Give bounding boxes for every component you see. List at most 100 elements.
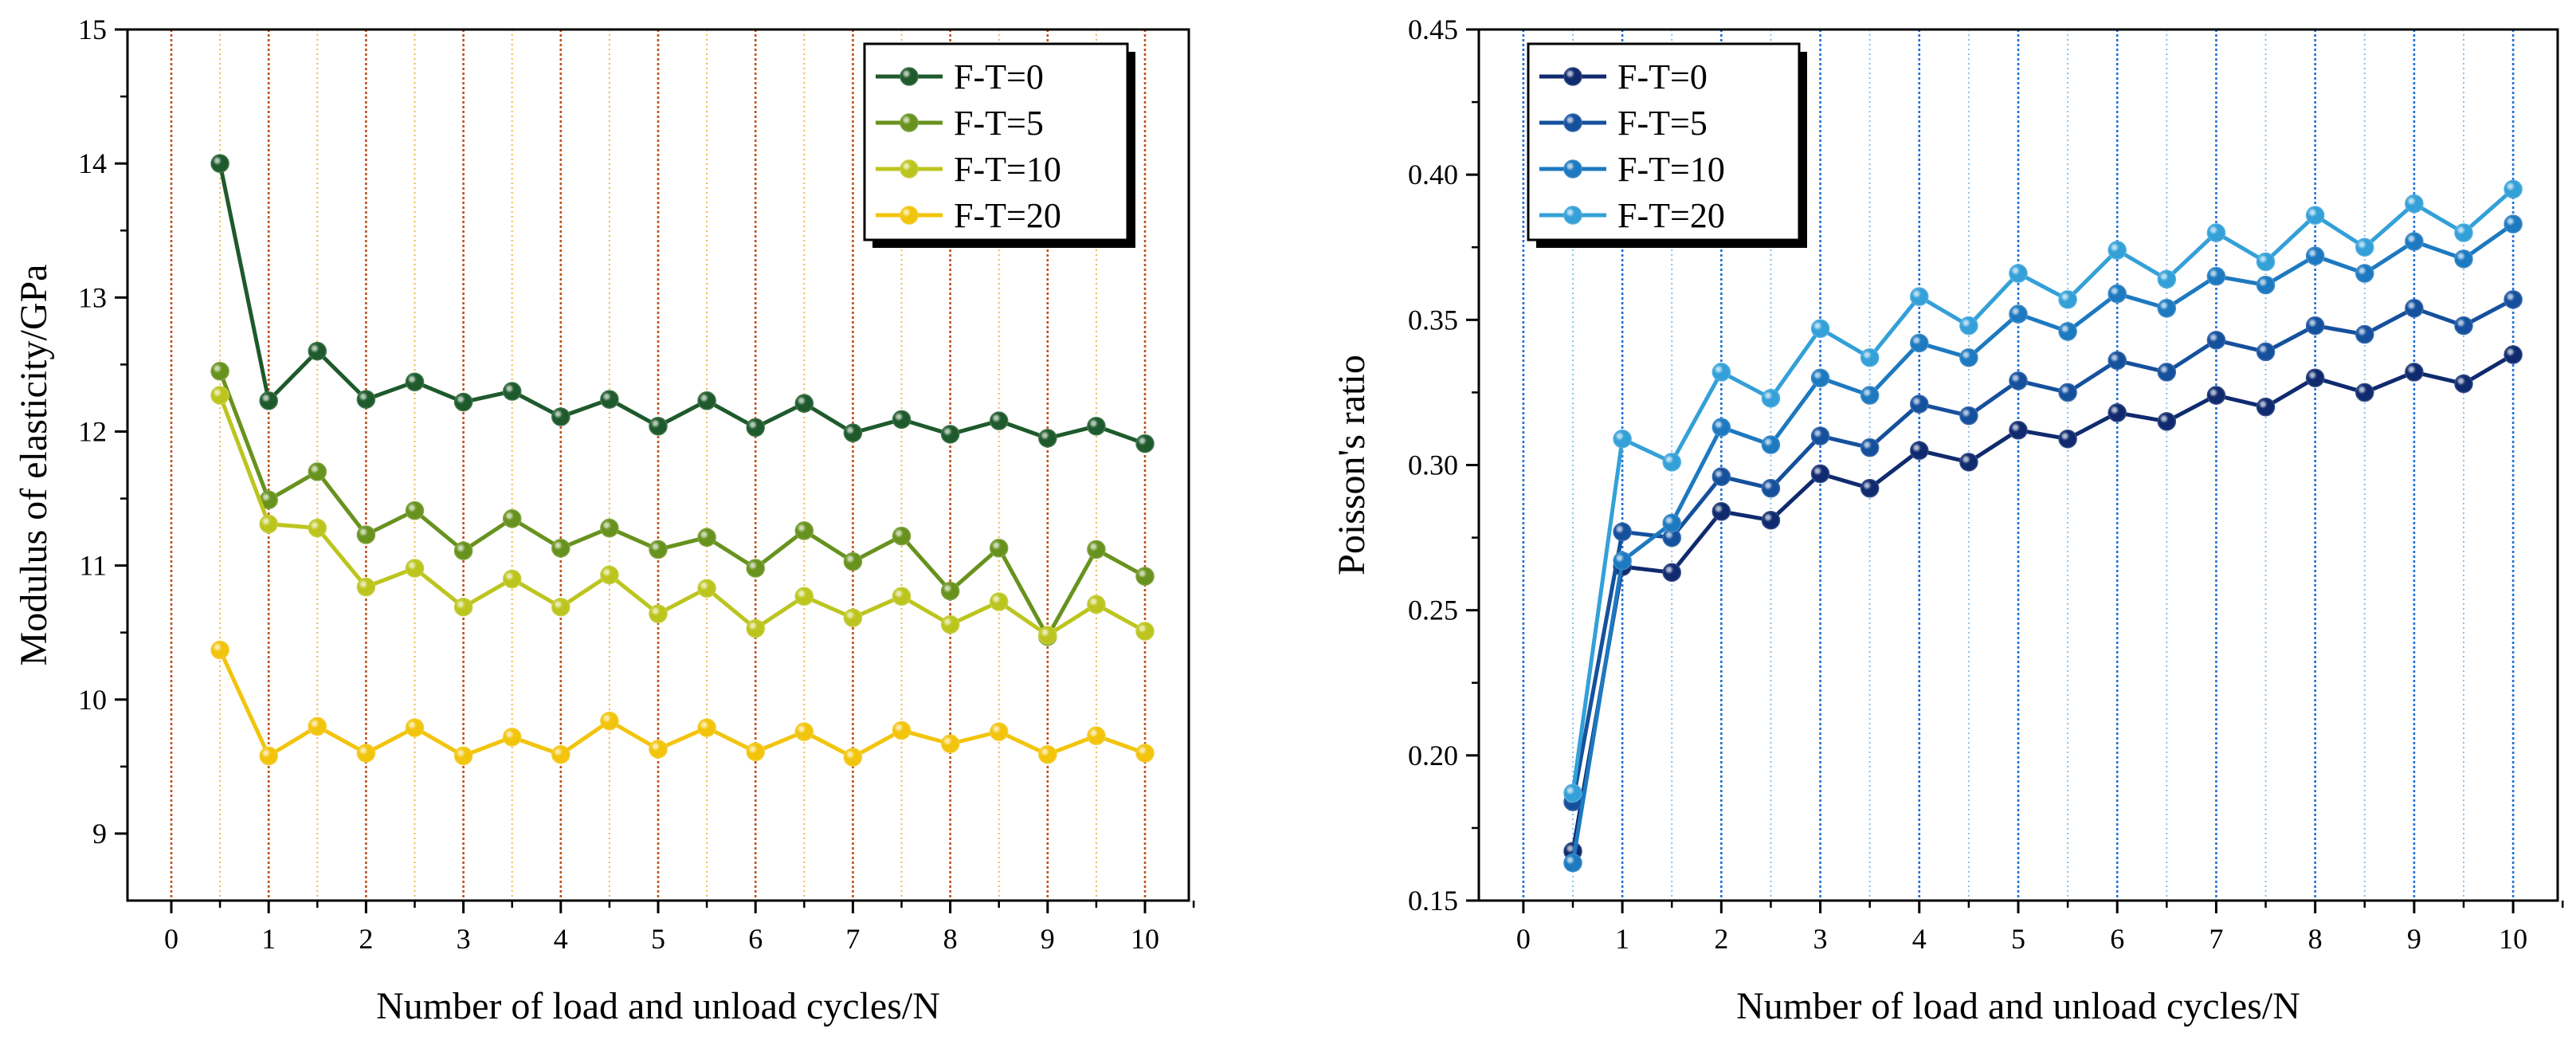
- data-point-highlight: [1764, 392, 1771, 399]
- data-point-highlight: [1913, 336, 1920, 343]
- data-point-highlight: [2012, 375, 2019, 382]
- data-point-highlight: [457, 395, 465, 402]
- data-point: [1860, 438, 1880, 457]
- data-point-highlight: [311, 720, 318, 727]
- x-tick-label: 9: [2407, 923, 2421, 955]
- data-point-highlight: [2209, 226, 2217, 234]
- series-f-t-10: [1563, 214, 2523, 873]
- data-point: [405, 372, 425, 391]
- series-f-t-10: [210, 386, 1155, 645]
- data-point-highlight: [846, 555, 853, 563]
- data-point-highlight: [2209, 389, 2217, 396]
- data-point-highlight: [749, 622, 756, 630]
- data-point-highlight: [1913, 398, 1920, 405]
- data-point: [502, 728, 522, 747]
- x-tick-label: 0: [164, 923, 178, 955]
- data-point: [259, 391, 278, 410]
- legend-label: F-T=0: [954, 57, 1044, 96]
- x-tick-label: 4: [554, 923, 568, 955]
- legend-label: F-T=20: [1617, 196, 1725, 235]
- data-point-highlight: [1566, 845, 1574, 852]
- legend-marker-highlight: [903, 209, 910, 216]
- data-point: [1959, 406, 1978, 426]
- data-point: [2206, 331, 2226, 350]
- data-point: [1711, 363, 1731, 382]
- data-point: [2009, 264, 2028, 283]
- data-point: [210, 362, 229, 381]
- data-point: [892, 526, 912, 546]
- x-axis-title: Number of load and unload cycles/N: [1736, 985, 2300, 1027]
- data-point: [649, 416, 668, 436]
- data-point: [746, 559, 765, 578]
- data-point-highlight: [1715, 505, 1722, 512]
- data-point: [2058, 322, 2077, 341]
- data-point: [1761, 478, 1781, 498]
- legend-label: F-T=5: [954, 104, 1044, 143]
- data-point-highlight: [555, 601, 562, 608]
- data-point: [551, 539, 570, 558]
- data-point: [453, 746, 473, 766]
- data-point-highlight: [555, 748, 562, 756]
- x-tick-label: 6: [2110, 923, 2124, 955]
- data-point-highlight: [359, 393, 367, 400]
- legend-marker-highlight: [903, 116, 910, 124]
- data-point-highlight: [2111, 288, 2118, 295]
- data-point: [551, 744, 570, 764]
- data-point: [210, 154, 229, 173]
- data-point: [2157, 299, 2177, 318]
- poissons-ratio-chart: 0 1 2 3 4 5 6 7 8 9 10 0.15 0.20 0.25 0.30 0.35 0.40 0.45…: [1331, 14, 2564, 1027]
- series-f-t-5: [1563, 290, 2523, 811]
- data-point-highlight: [2061, 433, 2068, 440]
- data-point-highlight: [555, 410, 562, 418]
- data-point: [746, 618, 765, 638]
- y-tick-label: 15: [78, 14, 107, 45]
- data-point-highlight: [2309, 249, 2316, 257]
- data-point: [2503, 290, 2523, 309]
- data-point: [2058, 290, 2077, 309]
- legend-item: F-T=5: [1539, 104, 1708, 143]
- data-point: [892, 720, 912, 740]
- x-tick-label: 8: [943, 923, 958, 955]
- data-point: [1810, 319, 1830, 339]
- data-point: [1662, 563, 1681, 583]
- data-point-highlight: [603, 568, 610, 575]
- y-tick-label: 0.40: [1408, 159, 1458, 190]
- legend-label: F-T=10: [954, 150, 1061, 189]
- data-point-highlight: [311, 522, 318, 529]
- data-point: [1135, 744, 1155, 763]
- series-f-t-20: [1563, 179, 2523, 803]
- x-tick-label: 10: [2499, 923, 2527, 955]
- data-point: [1860, 478, 1880, 498]
- x-tick-label: 5: [2011, 923, 2025, 955]
- data-point: [502, 382, 522, 401]
- data-point: [453, 392, 473, 412]
- data-point-highlight: [1139, 625, 1146, 632]
- data-point: [1563, 783, 1582, 803]
- data-point: [2206, 266, 2226, 286]
- data-point: [1087, 416, 1106, 436]
- y-tick-label: 0.45: [1408, 14, 1458, 45]
- legend-marker: [1563, 67, 1582, 86]
- x-tick-label: 10: [1131, 923, 1159, 955]
- data-point: [1860, 347, 1880, 367]
- series-line: [1570, 222, 2515, 864]
- data-point-highlight: [652, 543, 659, 550]
- data-point: [746, 418, 765, 438]
- data-point: [1711, 467, 1731, 486]
- data-point-highlight: [506, 572, 513, 579]
- data-point-highlight: [1814, 371, 1821, 379]
- data-point: [843, 608, 863, 627]
- data-point: [2256, 252, 2276, 272]
- legend-marker: [1563, 206, 1582, 225]
- data-point: [210, 386, 229, 405]
- data-point-highlight: [2507, 348, 2514, 355]
- data-point: [2405, 299, 2424, 318]
- data-point-highlight: [214, 644, 221, 651]
- data-point-highlight: [262, 394, 269, 402]
- data-point: [746, 742, 765, 762]
- data-point-highlight: [652, 420, 659, 427]
- data-point: [1959, 453, 1978, 472]
- data-point-highlight: [2457, 226, 2464, 234]
- data-point-highlight: [798, 397, 805, 404]
